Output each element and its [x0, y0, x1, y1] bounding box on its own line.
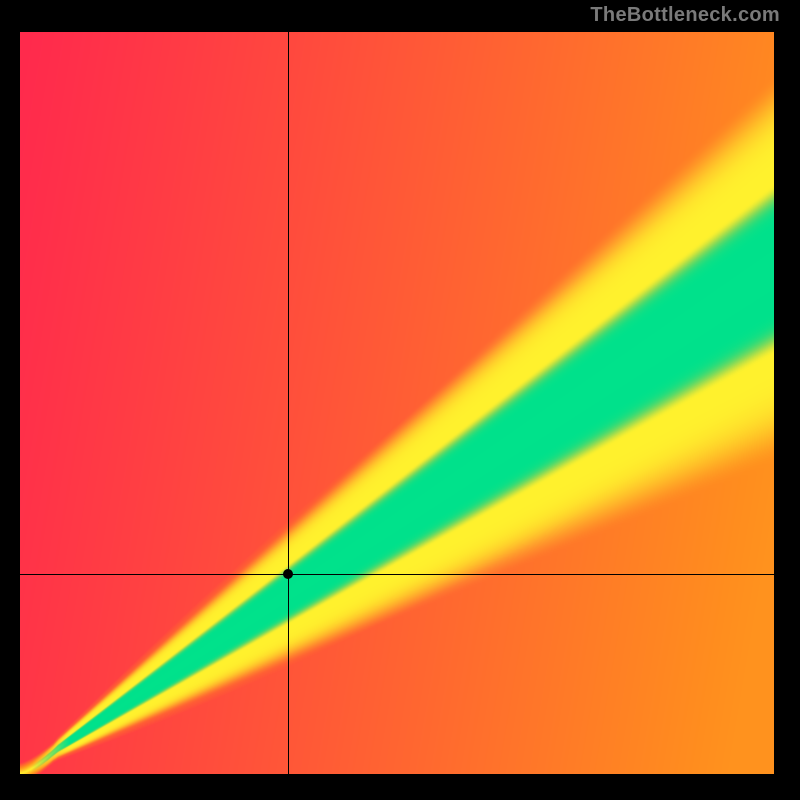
bottleneck-heatmap — [20, 32, 774, 774]
crosshair-marker-dot — [283, 569, 293, 579]
heatmap-canvas — [20, 32, 774, 774]
crosshair-horizontal — [20, 574, 774, 575]
crosshair-vertical — [288, 32, 289, 774]
watermark-text: TheBottleneck.com — [590, 4, 780, 27]
